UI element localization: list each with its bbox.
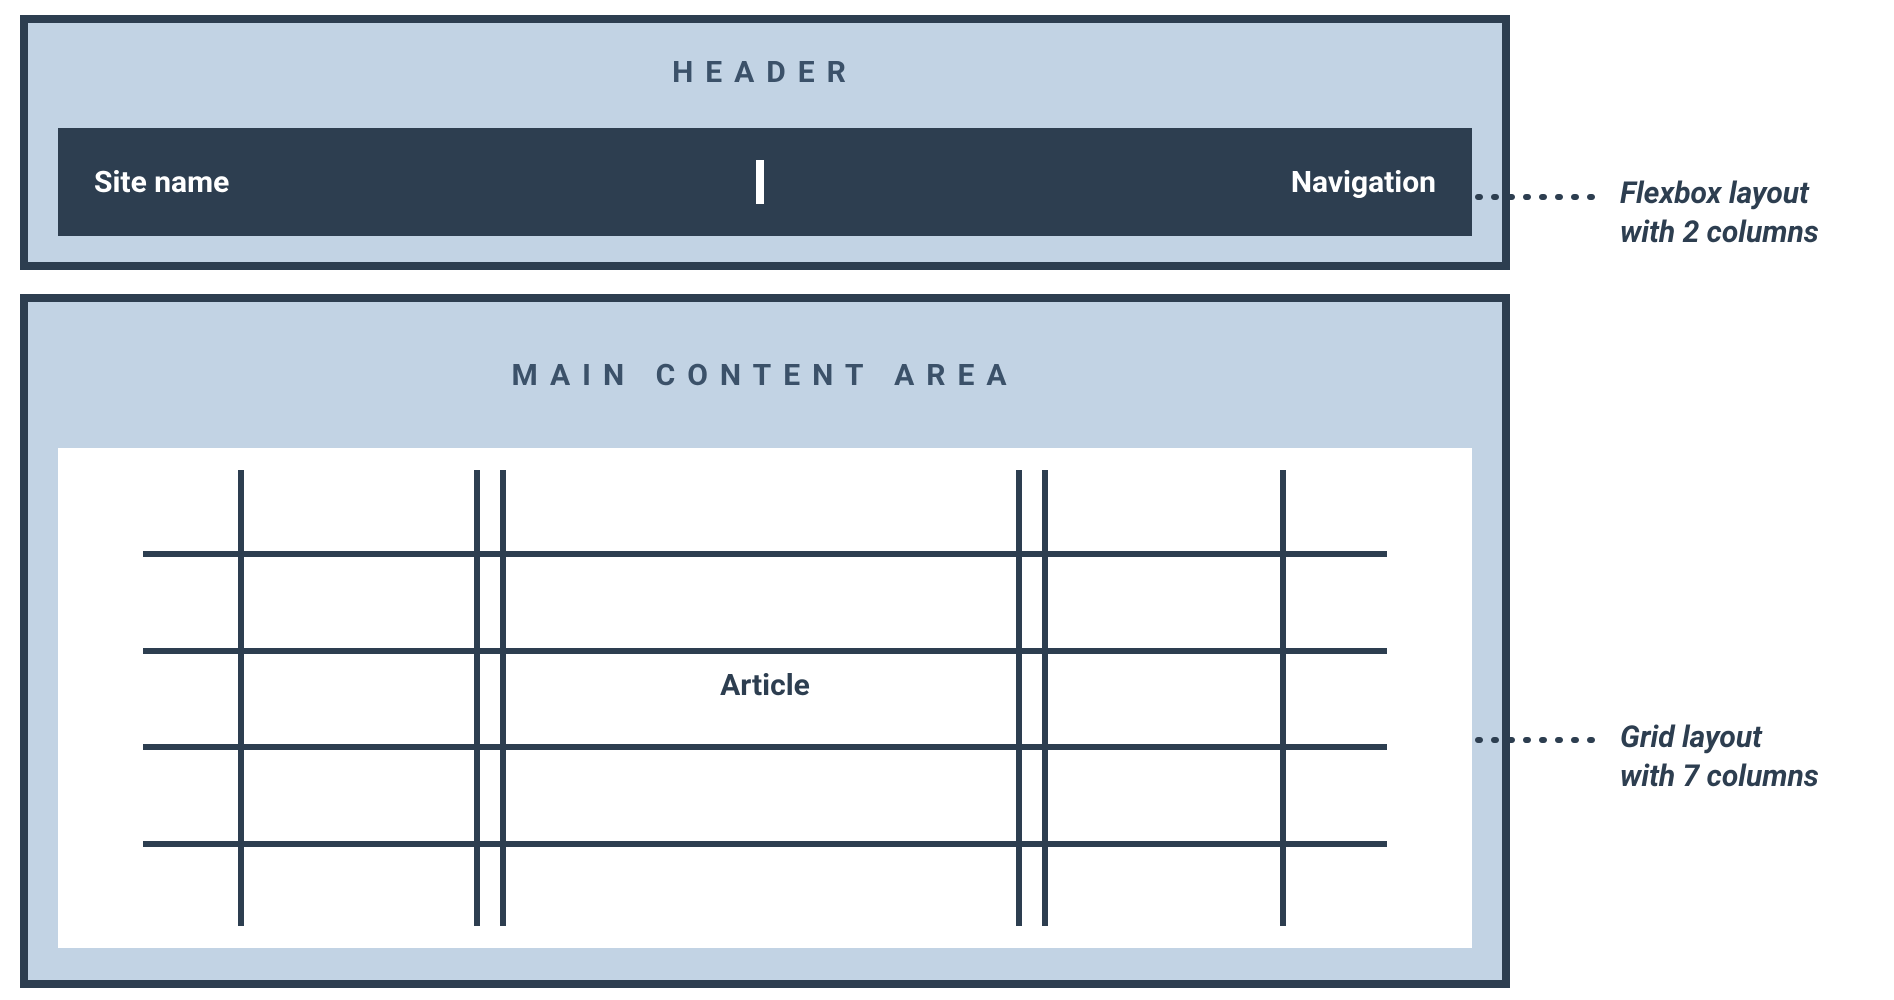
grid-hline	[143, 744, 1387, 750]
callout-grid: Grid layout with 7 columns	[1620, 718, 1819, 796]
diagram-stage: HEADER Site name Navigation MAIN CONTENT…	[0, 0, 1894, 1000]
header-title: HEADER	[28, 55, 1502, 90]
grid-hline	[143, 648, 1387, 654]
article-label: Article	[58, 668, 1472, 703]
callout-line: Grid layout	[1620, 720, 1762, 755]
header-panel: HEADER Site name Navigation	[20, 15, 1510, 270]
navbar-divider-icon	[756, 160, 764, 204]
callout-line: with 7 columns	[1620, 759, 1819, 794]
callout-line: with 2 columns	[1620, 215, 1819, 250]
grid-hline	[143, 841, 1387, 847]
callout-line: Flexbox layout	[1620, 176, 1809, 211]
site-name-label: Site name	[94, 165, 229, 200]
callout-flexbox: Flexbox layout with 2 columns	[1620, 174, 1819, 252]
main-title: MAIN CONTENT AREA	[28, 358, 1502, 393]
main-content-panel: MAIN CONTENT AREA Article	[20, 294, 1510, 988]
grid-hline	[143, 551, 1387, 557]
navbar: Site name Navigation	[58, 128, 1472, 236]
navigation-label: Navigation	[1291, 165, 1436, 200]
article-area: Article	[58, 448, 1472, 948]
